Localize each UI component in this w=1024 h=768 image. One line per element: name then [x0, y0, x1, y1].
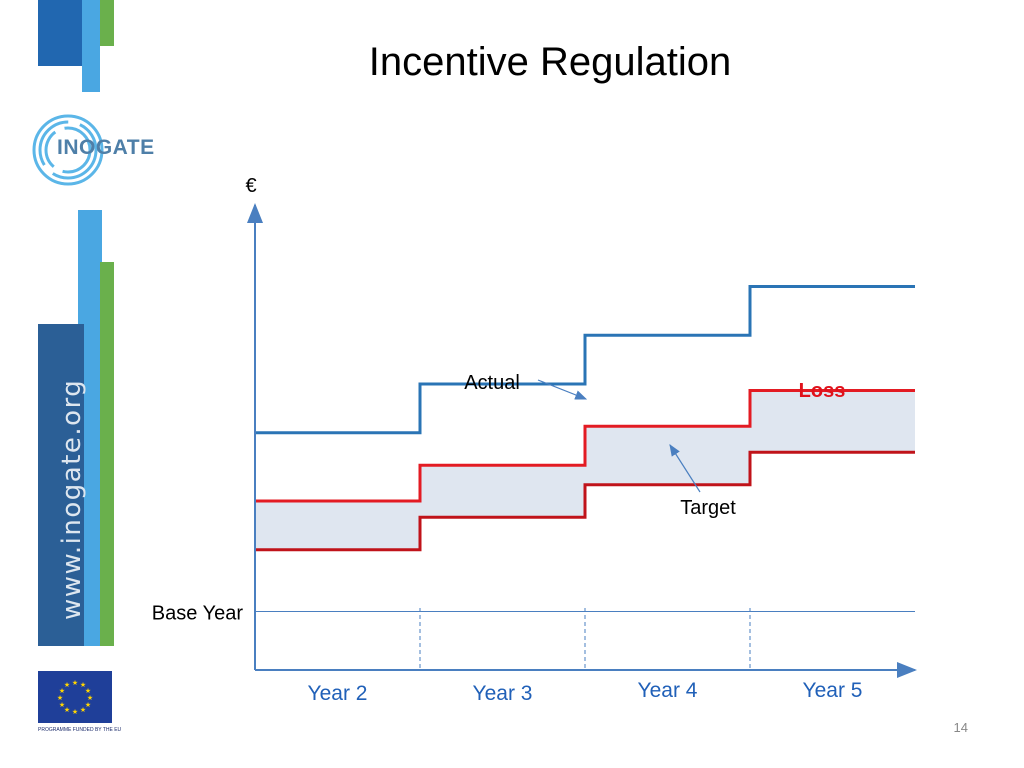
x-tick-label: Year 2: [308, 682, 368, 705]
actual-pointer: [537, 379, 588, 400]
svg-text:★: ★: [85, 687, 91, 695]
svg-text:★: ★: [80, 681, 86, 689]
brand-panel: [38, 324, 84, 646]
series-line-actual: [255, 389, 915, 503]
base-year-label: Base Year: [152, 603, 244, 625]
loss-annotation: Loss: [799, 380, 846, 402]
eu-flag-icon: ★ ★ ★ ★ ★ ★ ★ ★ ★ ★ ★ ★: [38, 671, 112, 723]
brand-stripe-2: [82, 0, 100, 92]
svg-text:★: ★: [85, 701, 91, 709]
svg-text:★: ★: [57, 694, 63, 702]
svg-text:★: ★: [59, 687, 65, 695]
x-tick-label: Year 3: [473, 682, 533, 705]
svg-text:★: ★: [72, 708, 78, 716]
svg-text:★: ★: [59, 701, 65, 709]
page-number: 14: [953, 720, 968, 735]
svg-text:★: ★: [87, 694, 93, 702]
inogate-logo: [28, 110, 178, 190]
target-pointer: [669, 443, 701, 493]
brand-stripe-3: [100, 0, 114, 46]
x-tick-label: Year 4: [638, 679, 698, 702]
series-line-target: [255, 450, 915, 552]
actual-annotation: Actual: [464, 372, 520, 394]
svg-text:★: ★: [72, 679, 78, 687]
loss-region-2: [420, 465, 585, 518]
brand-stripe-1: [38, 0, 82, 66]
y-axis-label: €: [245, 175, 256, 197]
svg-text:★: ★: [64, 706, 70, 714]
series-line-upper: [255, 285, 915, 435]
loss-region-4: [750, 390, 915, 453]
loss-region-1: [255, 501, 420, 550]
svg-text:★: ★: [64, 681, 70, 689]
logo-text: INOGATE: [57, 136, 155, 159]
x-tick-label: Year 5: [803, 679, 863, 702]
svg-text:★: ★: [80, 706, 86, 714]
target-annotation: Target: [680, 497, 736, 519]
logo-rings-icon: [32, 114, 104, 186]
loss-region-3: [585, 426, 750, 485]
page-title: Incentive Regulation: [368, 40, 732, 84]
brand-stripe-5: [100, 262, 114, 646]
eu-caption: PROGRAMME FUNDED BY THE EU: [38, 727, 122, 733]
